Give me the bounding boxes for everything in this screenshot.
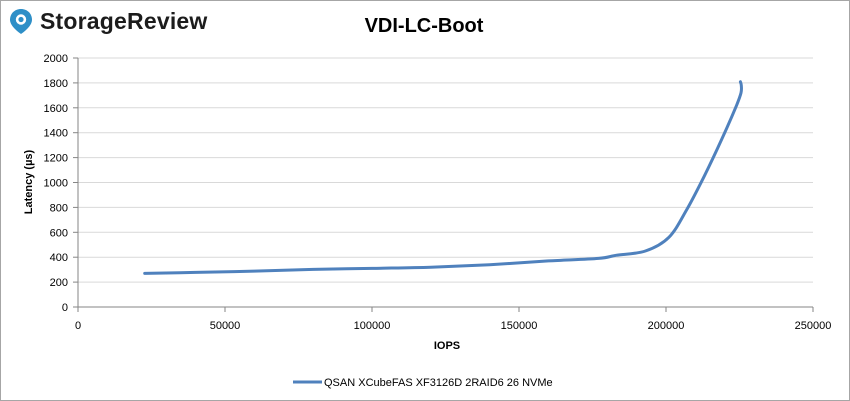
y-tick-label: 600 xyxy=(50,227,68,239)
legend-label: QSAN XCubeFAS XF3126D 2RAID6 26 NVMe xyxy=(324,377,553,389)
y-tick-label: 200 xyxy=(50,277,68,289)
x-tick-label: 200000 xyxy=(648,320,685,332)
y-tick-label: 1000 xyxy=(44,178,68,190)
y-tick-label: 1400 xyxy=(44,128,68,140)
x-tick-label: 100000 xyxy=(354,320,391,332)
storagereview-logo: StorageReview xyxy=(7,7,208,35)
grid-lines xyxy=(78,57,813,283)
chart-title: VDI-LC-Boot xyxy=(1,15,850,38)
chart-title-text: VDI-LC-Boot xyxy=(364,15,484,37)
x-tick-label: 50000 xyxy=(210,320,241,332)
axes xyxy=(73,57,814,312)
x-tick-label: 150000 xyxy=(501,320,538,332)
y-tick-label: 1200 xyxy=(44,153,68,165)
y-tick-label: 1800 xyxy=(44,78,68,90)
y-tick-label: 2000 xyxy=(44,53,68,65)
x-tick-labels: 0 50000 100000 150000 200000 250000 xyxy=(75,320,831,332)
y-tick-labels: 0 200 400 600 800 1000 1200 1400 1600 1800 2000 xyxy=(44,53,68,314)
series-line xyxy=(143,80,743,275)
y-tick-label: 1600 xyxy=(44,103,68,115)
y-axis-label: Latency (µs) xyxy=(23,149,35,214)
legend: QSAN XCubeFAS XF3126D 2RAID6 26 NVMe xyxy=(293,377,553,389)
y-tick-label: 800 xyxy=(50,202,68,214)
x-tick-label: 250000 xyxy=(795,320,832,332)
x-axis-label: IOPS xyxy=(434,340,460,352)
logo-text: StorageReview xyxy=(40,7,208,34)
y-tick-label: 0 xyxy=(62,302,68,314)
x-tick-label: 0 xyxy=(75,320,81,332)
series-lines xyxy=(143,80,743,275)
logo-pin-icon xyxy=(10,9,32,34)
y-tick-label: 400 xyxy=(50,252,68,264)
